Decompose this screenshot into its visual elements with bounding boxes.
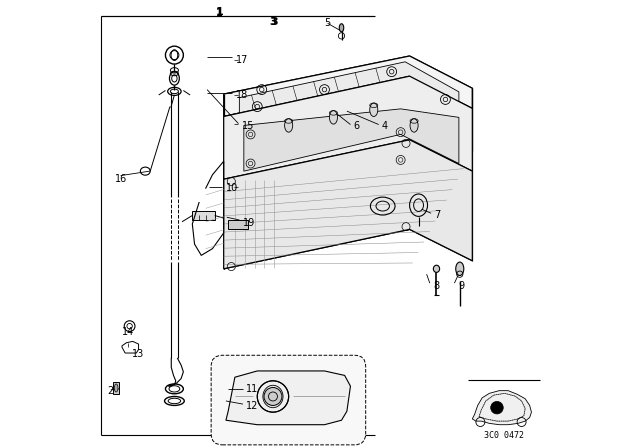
Text: 3C0 0472: 3C0 0472	[484, 431, 524, 440]
Text: 9: 9	[458, 281, 464, 291]
Text: 17: 17	[236, 56, 248, 65]
Circle shape	[264, 388, 282, 405]
Text: 3: 3	[270, 17, 276, 27]
Text: 11: 11	[246, 384, 259, 394]
Polygon shape	[226, 371, 351, 425]
Ellipse shape	[330, 111, 337, 124]
Text: 16: 16	[115, 174, 127, 184]
Polygon shape	[228, 220, 248, 229]
Text: 19: 19	[243, 218, 255, 228]
Text: 1: 1	[216, 7, 224, 17]
Ellipse shape	[339, 24, 344, 32]
Polygon shape	[244, 109, 459, 171]
Text: 6: 6	[353, 121, 360, 131]
Text: 18: 18	[236, 90, 248, 100]
Polygon shape	[224, 140, 472, 269]
Ellipse shape	[433, 265, 440, 272]
Ellipse shape	[115, 384, 118, 392]
Polygon shape	[224, 76, 472, 179]
Ellipse shape	[285, 119, 292, 132]
Text: 10: 10	[226, 183, 238, 193]
Text: 2: 2	[108, 386, 113, 396]
Text: 5: 5	[324, 18, 331, 28]
FancyBboxPatch shape	[211, 355, 365, 445]
Ellipse shape	[410, 119, 418, 132]
Text: 7: 7	[435, 210, 440, 220]
Polygon shape	[113, 382, 119, 394]
Circle shape	[491, 401, 503, 414]
Text: 15: 15	[242, 121, 254, 131]
Text: 3: 3	[271, 17, 278, 27]
Ellipse shape	[263, 385, 283, 408]
Polygon shape	[192, 211, 215, 220]
Polygon shape	[224, 56, 472, 116]
Polygon shape	[239, 62, 459, 114]
Text: 4: 4	[382, 121, 388, 131]
Polygon shape	[472, 391, 531, 425]
Text: 14: 14	[122, 327, 134, 337]
Text: 8: 8	[433, 281, 439, 291]
Ellipse shape	[456, 262, 464, 276]
Text: 13: 13	[132, 349, 144, 359]
Ellipse shape	[370, 103, 378, 116]
Text: 1: 1	[216, 8, 223, 17]
Text: 12: 12	[246, 401, 259, 411]
